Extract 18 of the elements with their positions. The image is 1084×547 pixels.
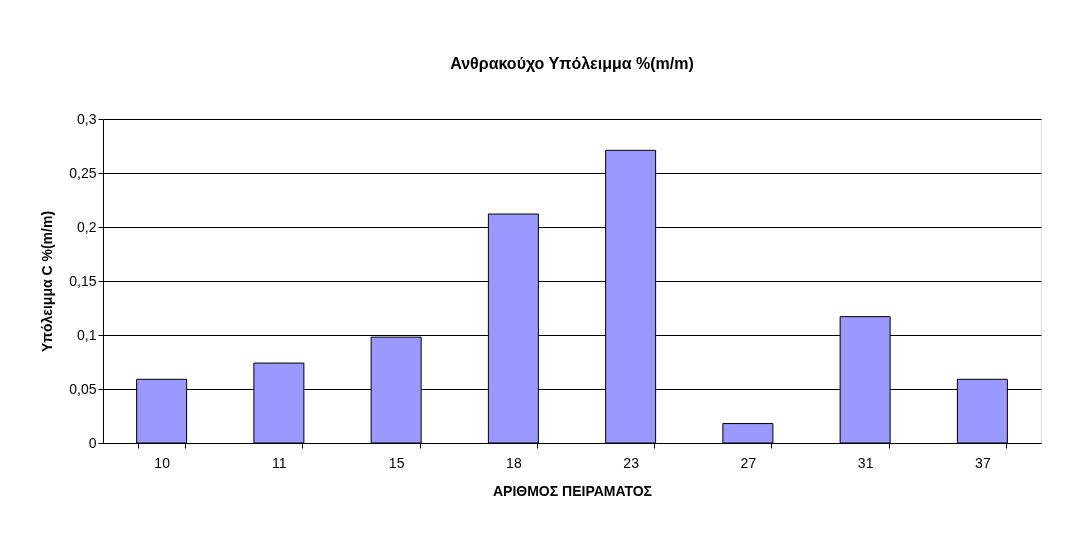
y-tick-label: 0,2 [77,218,97,235]
y-tick-label: 0,15 [69,272,97,289]
x-tick-label: 37 [975,454,991,471]
x-tick-label: 10 [154,454,171,471]
x-tick-label: 18 [506,454,522,471]
y-tick-label: 0,25 [69,164,97,181]
y-axis-title: Υπόλειμμα C %(m/m) [39,210,56,353]
x-tick-label: 27 [740,454,757,471]
y-tick-label: 0 [88,434,97,451]
x-tick-label: 23 [623,454,640,471]
y-tick-label: 0,05 [69,380,97,397]
x-tick-label: 15 [388,454,405,471]
x-axis-title: ΑΡΙΘΜΟΣ ΠΕΙΡΑΜΑΤΟΣ [492,482,653,499]
y-tick-label: 0,1 [77,326,97,343]
y-tick-label: 0,3 [77,110,97,127]
x-tick-label: 31 [857,454,874,471]
x-tick-label: 11 [272,454,287,471]
chart-title: Ανθρακούχο Υπόλειμμα %(m/m) [450,55,694,72]
